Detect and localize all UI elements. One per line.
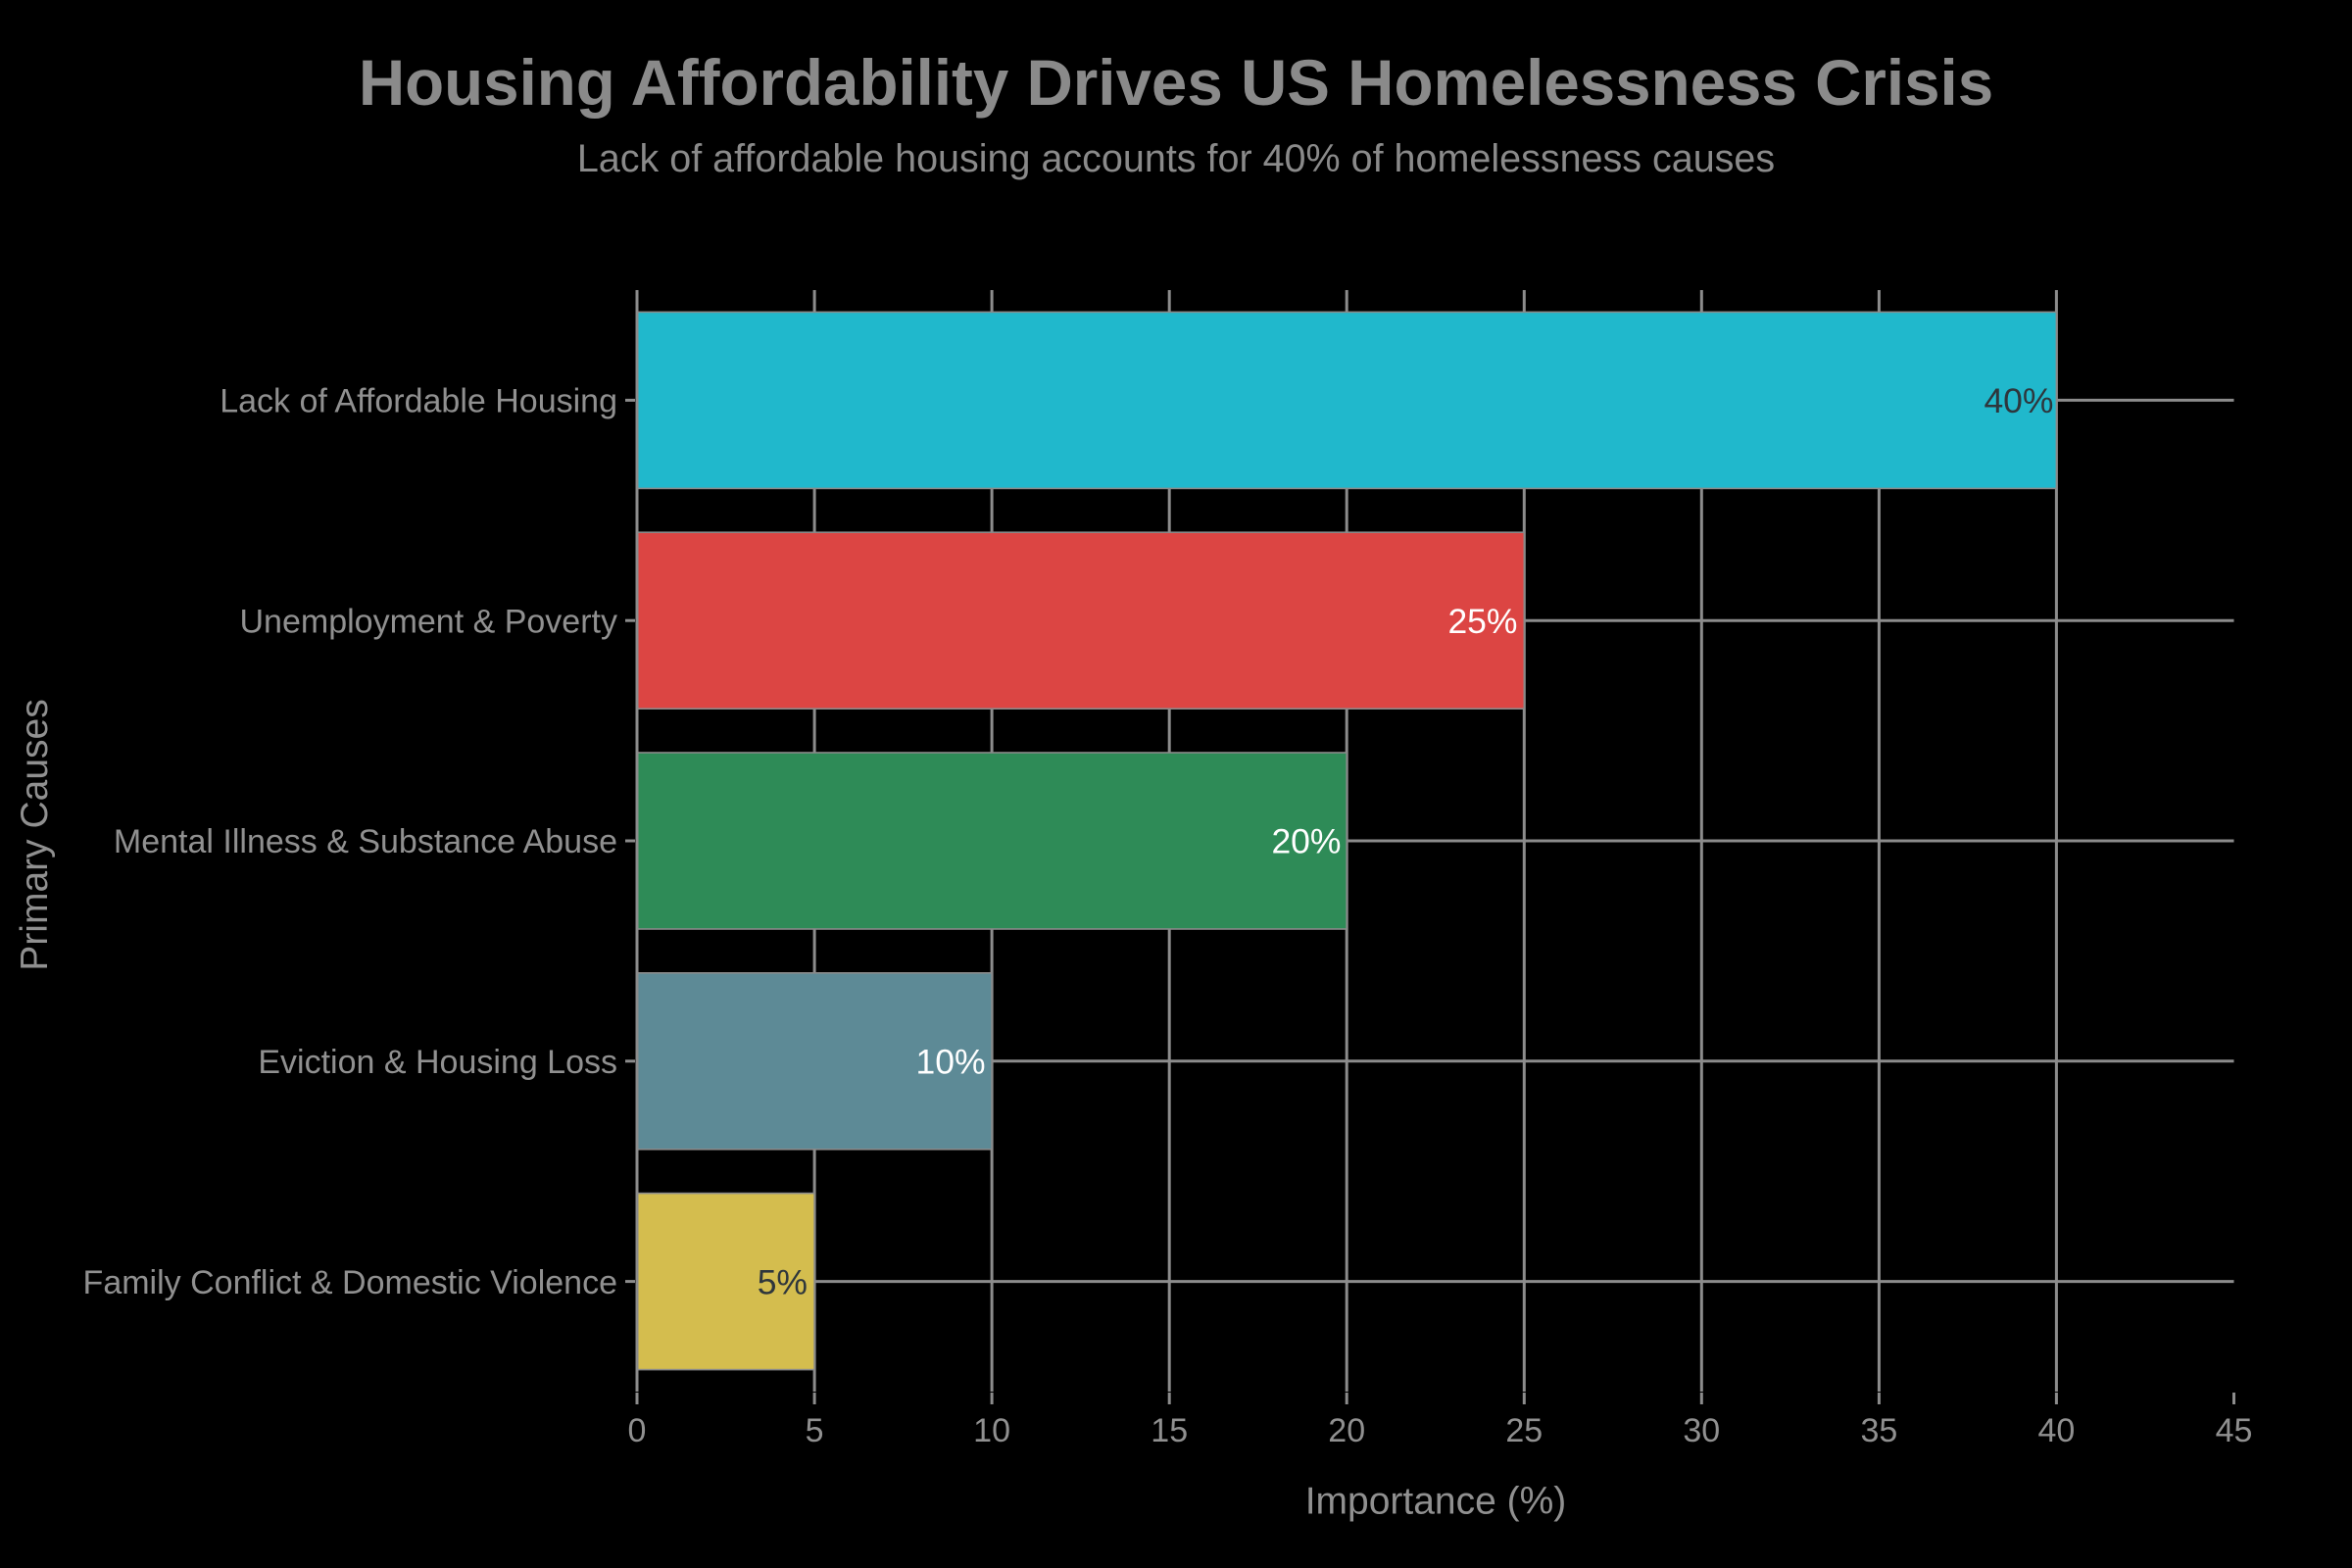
svg-text:40%: 40% (1984, 381, 2053, 420)
svg-text:Lack of Affordable Housing: Lack of Affordable Housing (220, 383, 617, 420)
svg-text:Mental Illness & Substance Abu: Mental Illness & Substance Abuse (114, 823, 617, 860)
svg-text:Lack of affordable housing acc: Lack of affordable housing accounts for … (577, 137, 1775, 180)
svg-text:5%: 5% (758, 1262, 808, 1301)
svg-text:15: 15 (1151, 1412, 1188, 1449)
svg-text:40: 40 (2037, 1412, 2075, 1449)
svg-text:Eviction & Housing Loss: Eviction & Housing Loss (258, 1044, 617, 1081)
svg-text:5: 5 (806, 1412, 824, 1449)
svg-text:35: 35 (1860, 1412, 1897, 1449)
svg-text:10%: 10% (916, 1043, 986, 1082)
svg-text:45: 45 (2216, 1412, 2253, 1449)
svg-text:0: 0 (628, 1412, 647, 1449)
svg-text:25: 25 (1505, 1412, 1543, 1449)
svg-text:30: 30 (1683, 1412, 1720, 1449)
svg-text:20%: 20% (1271, 822, 1341, 861)
svg-text:Family Conflict & Domestic Vio: Family Conflict & Domestic Violence (83, 1264, 617, 1301)
svg-text:Unemployment & Poverty: Unemployment & Poverty (240, 603, 618, 640)
svg-text:20: 20 (1328, 1412, 1365, 1449)
svg-text:10: 10 (973, 1412, 1010, 1449)
svg-text:25%: 25% (1447, 602, 1517, 641)
svg-text:Importance (%): Importance (%) (1305, 1481, 1567, 1523)
svg-text:Housing Affordability Drives U: Housing Affordability Drives US Homeless… (359, 47, 1993, 119)
svg-text:Primary Causes: Primary Causes (14, 699, 56, 970)
